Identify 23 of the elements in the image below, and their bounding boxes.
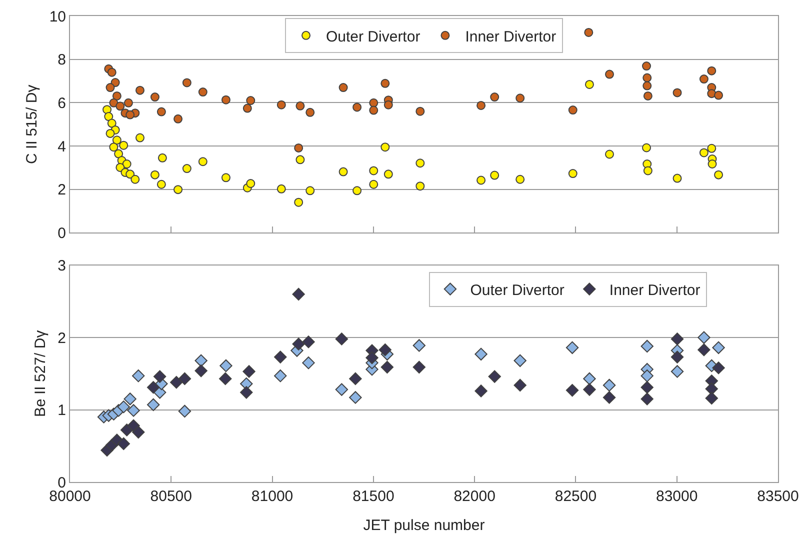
x-tick-label: 82500	[554, 488, 597, 505]
y-tick-label: 2	[58, 182, 66, 199]
x-axis-title: JET pulse number	[363, 517, 485, 534]
x-tick-label: 83000	[656, 488, 698, 505]
y-axis-title: C II 515/ Dγ	[24, 84, 41, 164]
x-tick-label: 81000	[251, 488, 294, 505]
y-tick-label: 8	[58, 52, 66, 69]
y-tick-label: 3	[58, 258, 66, 275]
legend-label: Outer Divertor	[326, 28, 420, 46]
y-tick-label: 2	[58, 330, 66, 347]
y-tick-label: 10	[49, 8, 66, 26]
x-tick-label: 83500	[757, 488, 799, 505]
y-tick-label: 1	[58, 402, 66, 420]
x-tick-label: 82000	[454, 488, 496, 505]
legend-label: Inner Divertor	[465, 28, 556, 46]
x-tick-label: 80500	[150, 488, 192, 505]
y-tick-label: 4	[58, 138, 66, 156]
legend-label: Outer Divertor	[470, 282, 564, 299]
y-tick-label: 6	[58, 94, 66, 112]
y-axis-title: Be II 527/ Dγ	[32, 330, 49, 418]
legend-label: Inner Divertor	[609, 282, 700, 299]
y-tick-label: 0	[58, 224, 66, 242]
x-tick-label: 81500	[352, 488, 394, 505]
